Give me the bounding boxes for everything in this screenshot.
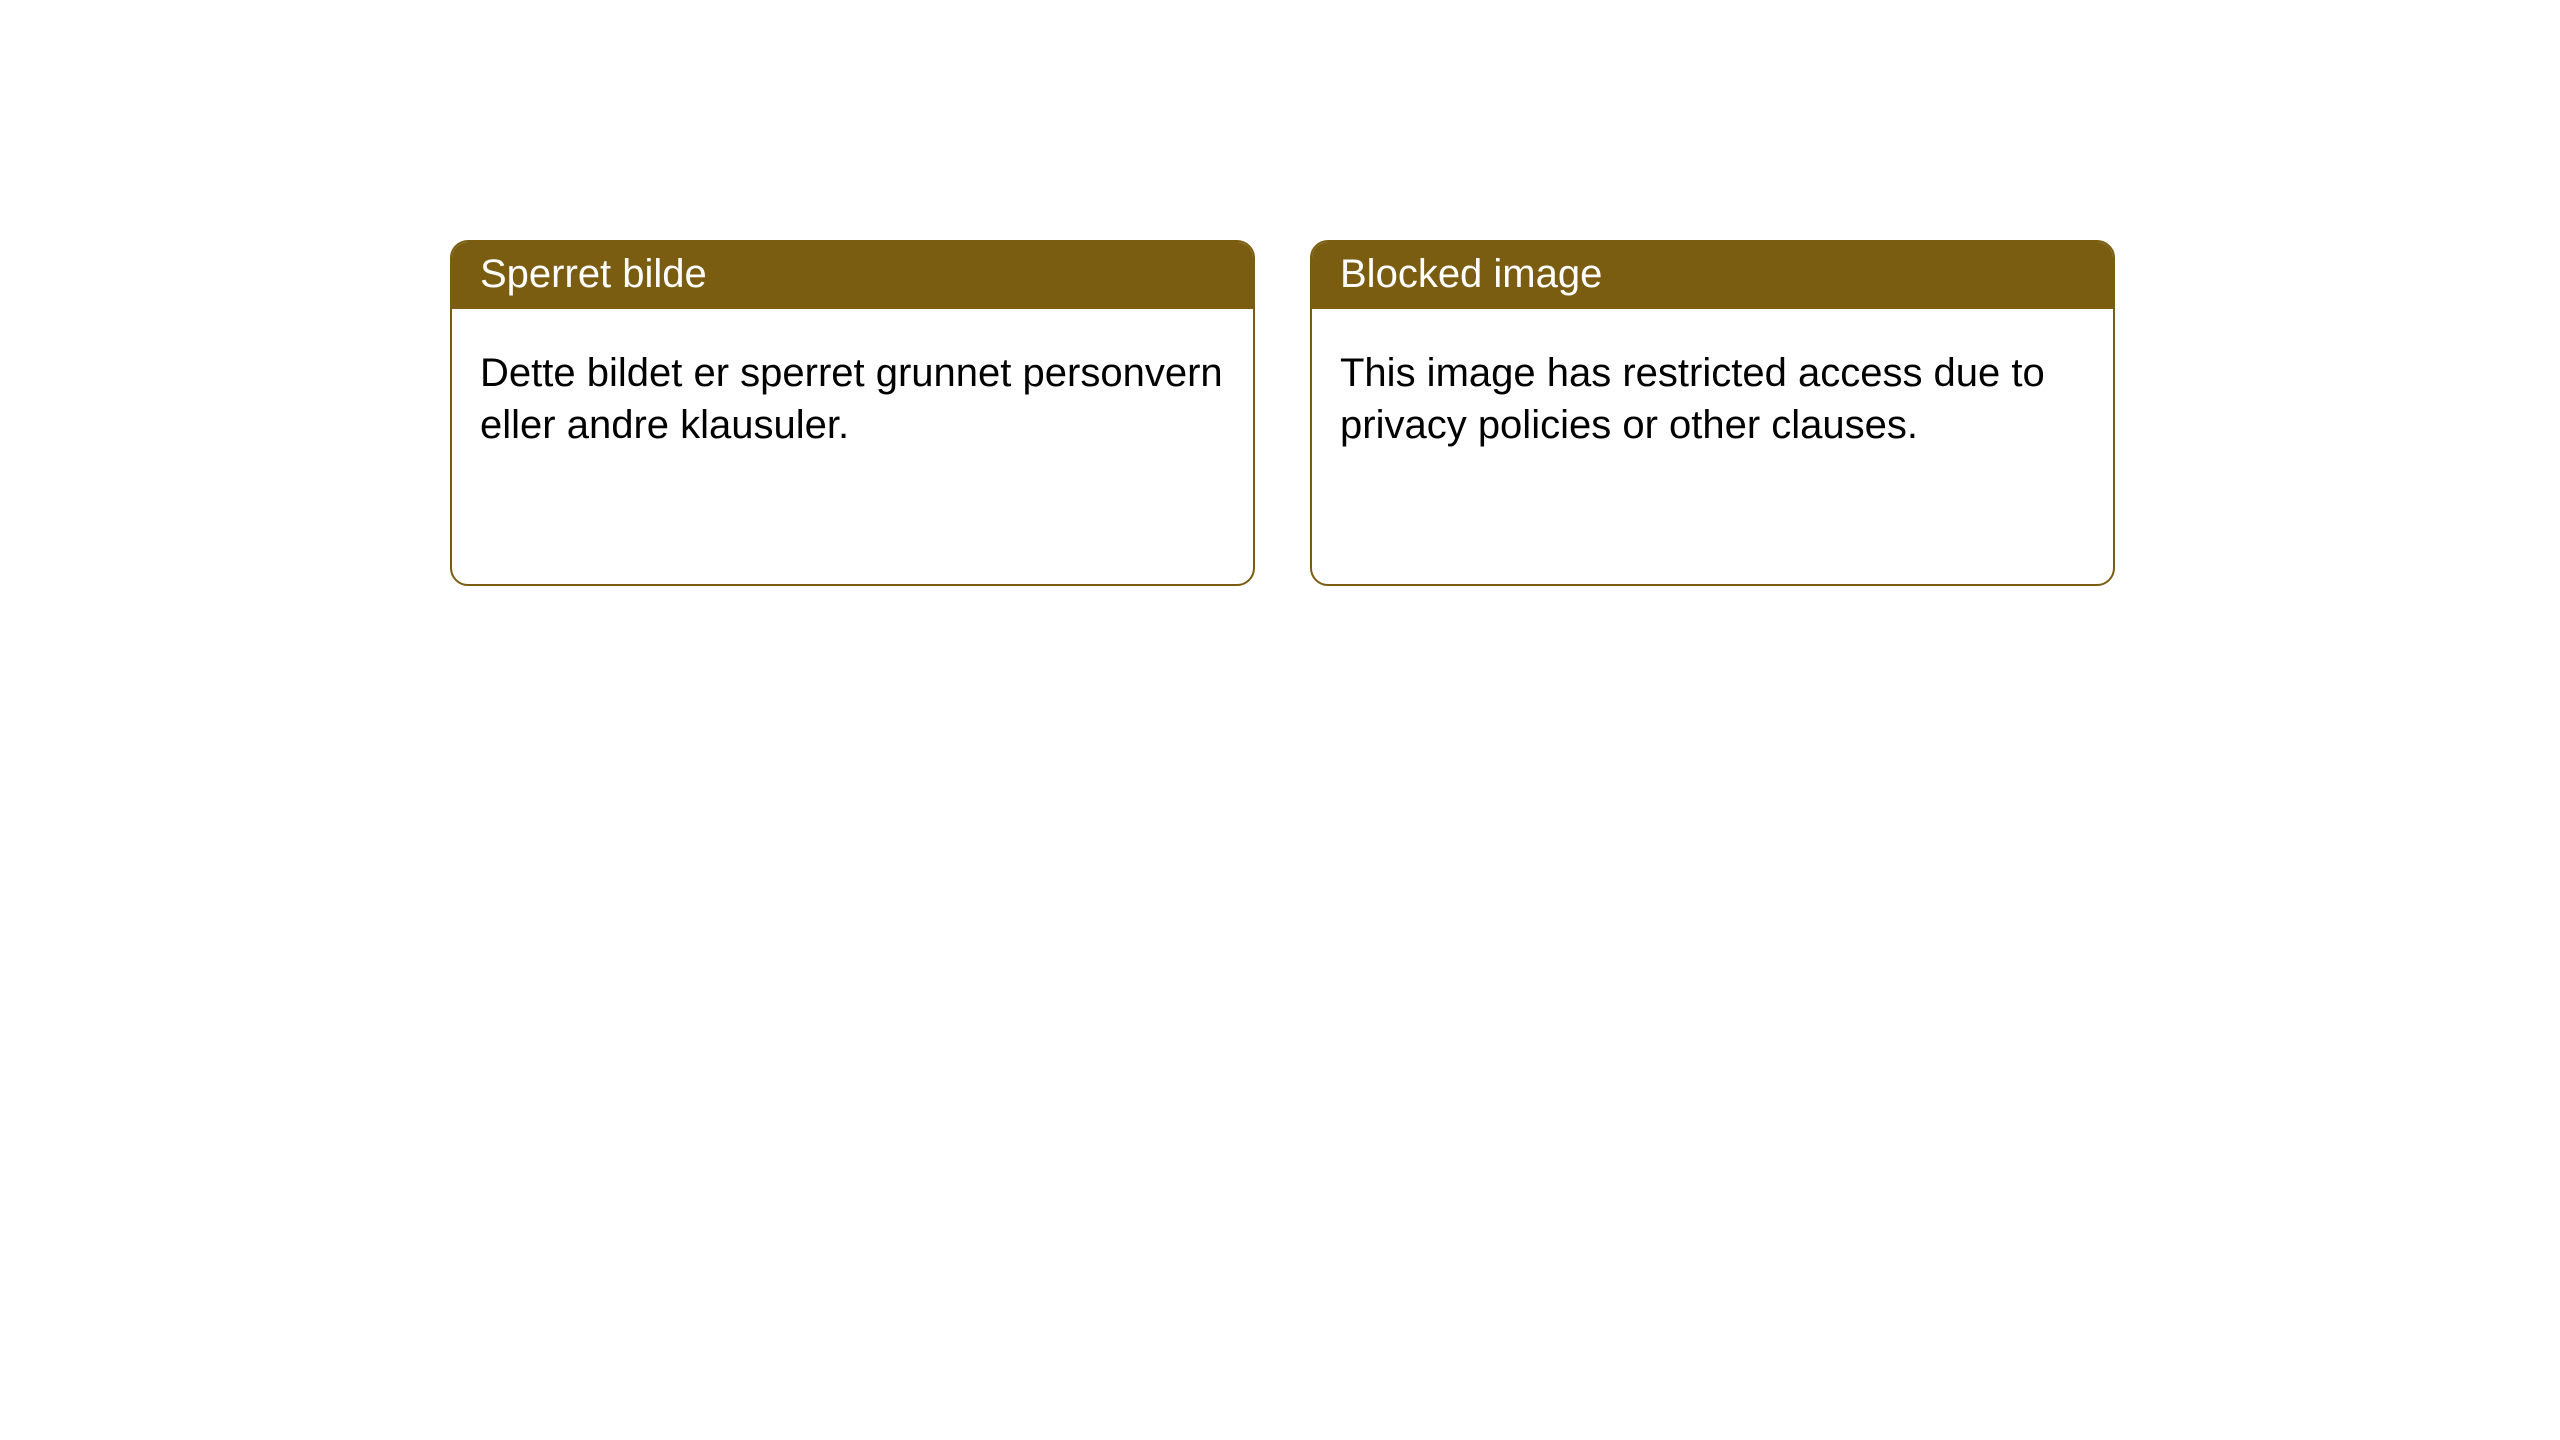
notice-card-body: Dette bildet er sperret grunnet personve…: [452, 309, 1253, 584]
notice-card-title: Sperret bilde: [452, 242, 1253, 309]
notice-card-body: This image has restricted access due to …: [1312, 309, 2113, 584]
notice-card-title: Blocked image: [1312, 242, 2113, 309]
notice-card-english: Blocked image This image has restricted …: [1310, 240, 2115, 586]
notice-card-norwegian: Sperret bilde Dette bildet er sperret gr…: [450, 240, 1255, 586]
notice-container: Sperret bilde Dette bildet er sperret gr…: [0, 0, 2560, 586]
